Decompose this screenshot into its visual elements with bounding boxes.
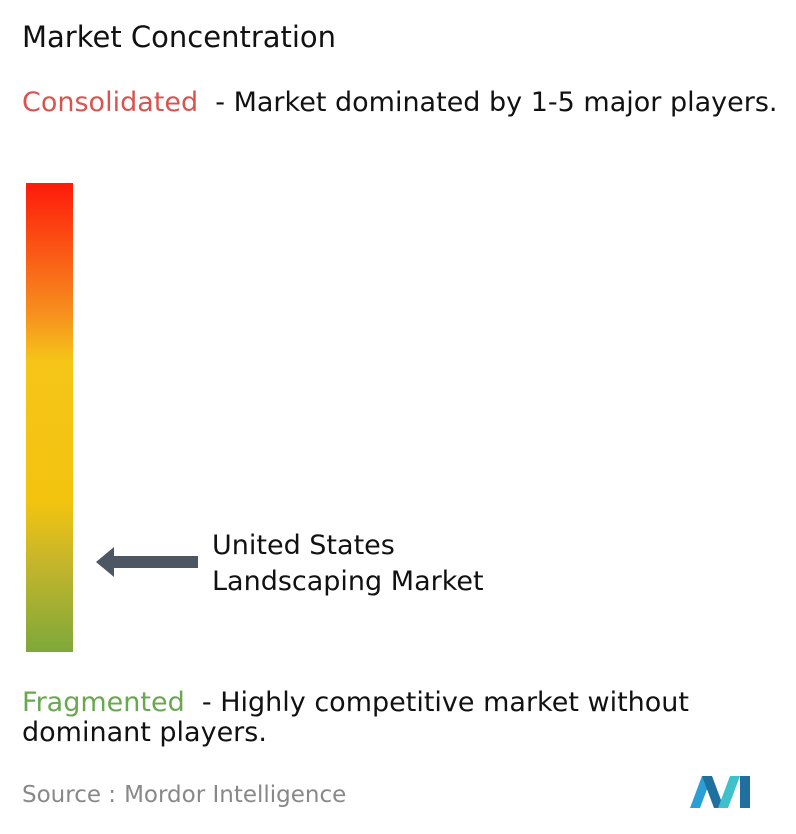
logo-part <box>740 776 750 808</box>
logo-part <box>702 776 724 808</box>
source-prefix: Source : <box>22 782 117 808</box>
arrow-shape <box>96 547 198 577</box>
fragmented-text: - Highly competitive market without domi… <box>22 687 689 748</box>
source: Source : Mordor Intelligence <box>22 782 346 808</box>
fragmented-description: Fragmented - Highly competitive market w… <box>22 688 792 748</box>
logo <box>690 776 750 808</box>
marker-label: United States Landscaping Market <box>212 528 484 600</box>
consolidated-description: Consolidated - Market dominated by 1-5 m… <box>22 88 792 118</box>
logo-part <box>718 776 740 808</box>
marker-arrow <box>96 547 198 577</box>
source-name: Mordor Intelligence <box>124 782 347 808</box>
title: Market Concentration <box>22 20 337 54</box>
consolidated-term: Consolidated <box>22 87 199 118</box>
concentration-gradient-bar <box>26 183 73 652</box>
marker-label-line: United States <box>212 530 395 561</box>
consolidated-text: - Market dominated by 1-5 major players. <box>215 87 778 118</box>
fragmented-term: Fragmented <box>22 687 185 718</box>
marker-label-line: Landscaping Market <box>212 566 484 597</box>
